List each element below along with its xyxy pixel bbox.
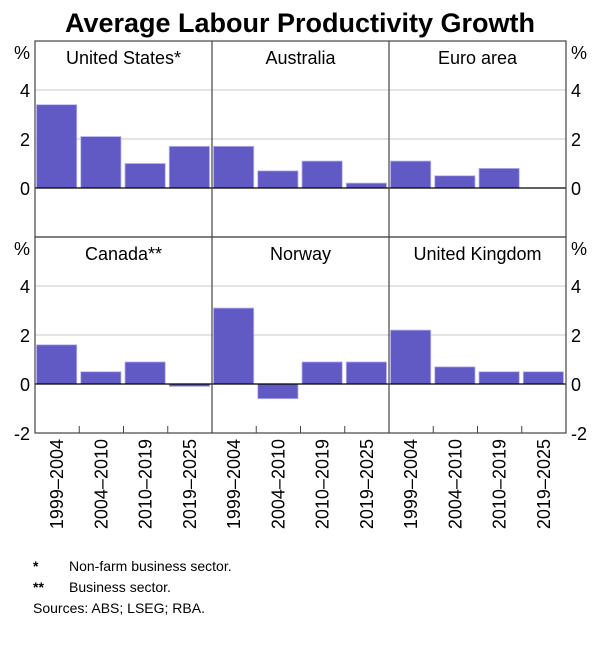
footnote-text: Business sector. [69, 579, 171, 595]
bar-australia-2 [301, 160, 343, 189]
bar-united-kingdom-3 [522, 371, 564, 385]
x-tick-label: 1999–2004 [47, 439, 67, 529]
y-tick-label-left: 2 [20, 130, 30, 150]
footnote-mark: * [33, 558, 39, 574]
y-tick-label-left: 4 [20, 277, 30, 297]
bar-united-states--3 [168, 145, 210, 189]
x-tick-label: 2004–2010 [268, 439, 288, 529]
panel-title: Euro area [438, 48, 518, 68]
sources-note: Sources: ABS; LSEG; RBA. [33, 600, 205, 616]
bar-united-states--0 [36, 104, 78, 189]
x-tick-label: 2010–2019 [490, 439, 510, 529]
bar-australia-1 [257, 170, 299, 189]
y-tick-label-right: 4 [571, 81, 581, 101]
y-axis-unit-left: % [14, 43, 30, 63]
bar-united-states--1 [80, 136, 122, 189]
bar-euro-area-1 [434, 175, 476, 189]
x-tick-label: 1999–2004 [224, 439, 244, 529]
bar-canada--0 [36, 344, 78, 385]
bar-australia-0 [213, 145, 255, 189]
bar-united-states--2 [124, 163, 166, 189]
bar-norway-2 [301, 361, 343, 385]
x-tick-label: 2019–2025 [180, 439, 200, 529]
y-tick-label-right: 4 [571, 277, 581, 297]
y-tick-label-right: 2 [571, 130, 581, 150]
x-tick-label: 2019–2025 [357, 439, 377, 529]
y-tick-label-left: 0 [20, 375, 30, 395]
bar-norway-3 [345, 361, 387, 385]
bar-canada--1 [80, 371, 122, 385]
y-tick-label-left: -2 [14, 424, 30, 444]
bar-united-kingdom-0 [390, 329, 432, 385]
y-tick-label-right: 0 [571, 179, 581, 199]
y-axis-unit-left: % [14, 239, 30, 259]
chart-title: Average Labour Productivity Growth [65, 8, 535, 38]
y-axis-unit-right: % [571, 43, 587, 63]
footnote-mark: ** [33, 579, 44, 595]
y-tick-label-right: 2 [571, 326, 581, 346]
x-tick-label: 2004–2010 [91, 439, 111, 529]
y-tick-label-right: 0 [571, 375, 581, 395]
bar-canada--2 [124, 361, 166, 385]
panel-title: Canada** [85, 244, 162, 264]
bar-norway-0 [213, 307, 255, 385]
x-tick-label: 1999–2004 [401, 439, 421, 529]
bar-united-kingdom-1 [434, 366, 476, 385]
x-tick-label: 2010–2019 [136, 439, 156, 529]
footnote-text: Non-farm business sector. [69, 558, 232, 574]
bar-euro-area-0 [390, 160, 432, 189]
panel-title: United States* [66, 48, 181, 68]
x-tick-label: 2004–2010 [445, 439, 465, 529]
panel-title: Norway [270, 244, 331, 264]
y-tick-label-left: 4 [20, 81, 30, 101]
bar-australia-3 [345, 182, 387, 189]
panel-title: Australia [265, 48, 336, 68]
y-tick-label-left: 2 [20, 326, 30, 346]
panel-title: United Kingdom [413, 244, 541, 264]
x-tick-label: 2019–2025 [534, 439, 554, 529]
x-tick-label: 2010–2019 [313, 439, 333, 529]
bar-euro-area-2 [478, 167, 520, 189]
bar-norway-1 [257, 383, 299, 400]
y-tick-label-right: -2 [571, 424, 587, 444]
y-tick-label-left: 0 [20, 179, 30, 199]
y-axis-unit-right: % [571, 239, 587, 259]
bar-united-kingdom-2 [478, 371, 520, 385]
